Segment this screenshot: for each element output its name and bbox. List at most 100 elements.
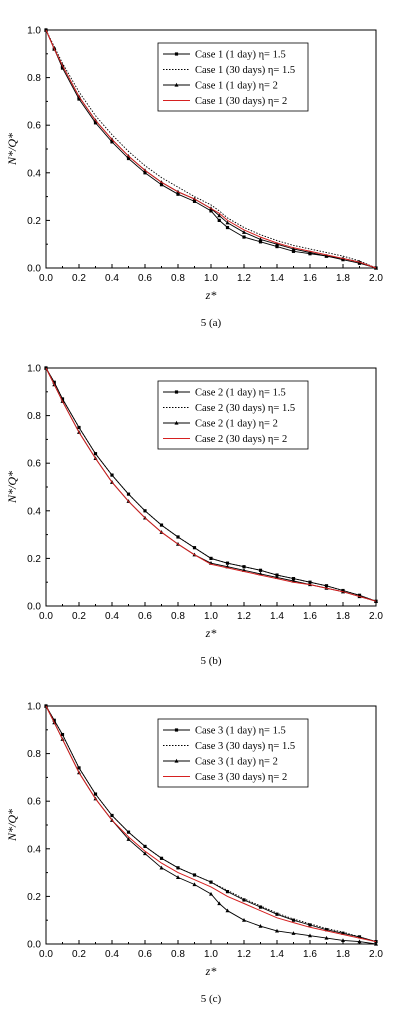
legend-label-1: Case 2 (1 day) η= 1.5 — [195, 388, 286, 399]
data-point-triangle — [258, 923, 263, 928]
y-tick-label: 0.0 — [27, 602, 41, 613]
data-point-triangle — [44, 27, 48, 32]
y-tick-label: 0.8 — [27, 411, 41, 422]
legend-label-4: Case 1 (30 days) η= 2 — [195, 96, 287, 107]
x-tick-label: 0.6 — [138, 949, 152, 960]
data-point-square — [242, 898, 246, 902]
x-tick-label: 1.8 — [336, 949, 350, 960]
x-tick-label: 0.0 — [39, 611, 53, 622]
y-tick-label: 0.8 — [27, 73, 41, 84]
data-point-square — [77, 425, 81, 430]
data-point-triangle — [225, 220, 230, 225]
x-tick-label: 1.8 — [336, 611, 350, 622]
x-tick-label: 0.6 — [138, 611, 152, 622]
legend-marker-triangle — [174, 82, 179, 87]
y-tick-label: 0.0 — [27, 264, 41, 275]
data-point-triangle — [275, 242, 279, 246]
legend-marker-triangle — [174, 758, 179, 763]
y-tick-label: 0.4 — [27, 168, 41, 179]
legend-label-2: Case 3 (30 days) η= 1.5 — [195, 741, 295, 752]
data-point-triangle — [176, 875, 180, 879]
x-tick-label: 0.2 — [72, 611, 86, 622]
legend-label-3: Case 3 (1 day) η= 2 — [195, 757, 278, 768]
data-point-triangle — [242, 918, 246, 922]
x-tick-label: 1.4 — [270, 611, 284, 622]
data-point-triangle — [44, 703, 48, 708]
y-tick-label: 0.2 — [27, 554, 41, 565]
figure-caption: 5 (b) — [200, 655, 221, 667]
x-tick-label: 0.0 — [39, 273, 53, 284]
legend-label-3: Case 1 (1 day) η= 2 — [195, 81, 278, 92]
legend-box — [157, 718, 309, 788]
data-point-square — [60, 66, 65, 70]
data-point-square — [357, 935, 362, 939]
figure-caption: 5 (a) — [201, 317, 222, 329]
series-line-2 — [45, 367, 377, 602]
data-point-square — [374, 940, 378, 944]
series-line-4 — [45, 29, 377, 269]
data-point-square — [159, 523, 164, 527]
data-point-triangle — [308, 250, 312, 255]
y-axis-label: N*/Q* — [5, 133, 19, 166]
data-point-square — [126, 156, 131, 161]
x-axis-label: z* — [205, 288, 217, 302]
data-point-square — [341, 931, 345, 935]
data-point-square — [217, 218, 221, 222]
legend-marker-triangle — [174, 420, 179, 425]
data-point-triangle — [192, 882, 197, 887]
data-point-square — [192, 873, 197, 877]
data-point-square — [324, 584, 329, 588]
figure-caption: 5 (c) — [201, 993, 222, 1005]
y-tick-label: 0.2 — [27, 892, 41, 903]
x-tick-label: 1.0 — [204, 273, 218, 284]
legend-marker-square — [174, 52, 179, 56]
y-tick-label: 1.0 — [27, 26, 41, 37]
x-axis-label: z* — [205, 964, 217, 978]
y-tick-label: 1.0 — [27, 702, 41, 713]
data-point-square — [242, 565, 246, 569]
data-point-square — [176, 192, 180, 196]
data-point-square — [143, 171, 147, 175]
y-tick-label: 0.6 — [27, 459, 41, 470]
data-point-triangle — [341, 938, 345, 943]
data-point-triangle — [291, 931, 296, 935]
x-tick-label: 2.0 — [369, 273, 383, 284]
x-tick-label: 0.6 — [138, 273, 152, 284]
y-tick-label: 0.6 — [27, 797, 41, 808]
y-tick-label: 0.2 — [27, 216, 41, 227]
data-point-square — [291, 918, 296, 922]
x-tick-label: 0.2 — [72, 273, 86, 284]
data-point-triangle — [209, 891, 213, 896]
data-point-triangle — [291, 246, 296, 251]
data-point-triangle — [44, 365, 48, 370]
data-point-square — [225, 225, 230, 230]
data-point-square — [192, 199, 197, 203]
data-point-square — [242, 235, 246, 239]
x-tick-label: 1.2 — [237, 611, 251, 622]
legend-marker-square — [174, 390, 179, 394]
x-tick-label: 0.4 — [105, 949, 119, 960]
x-tick-label: 1.6 — [303, 273, 317, 284]
x-tick-label: 1.4 — [270, 949, 284, 960]
x-axis-label: z* — [205, 626, 217, 640]
data-point-square — [77, 97, 81, 101]
x-tick-label: 0.0 — [39, 949, 53, 960]
data-point-square — [93, 792, 98, 796]
data-point-triangle — [225, 908, 230, 913]
data-point-triangle — [374, 941, 378, 946]
legend-label-2: Case 2 (30 days) η= 1.5 — [195, 403, 295, 414]
data-point-square — [159, 183, 164, 187]
data-point-square — [143, 844, 147, 849]
y-tick-label: 0.4 — [27, 506, 41, 517]
data-point-square — [176, 866, 180, 870]
chart-a: 0.0 0.2 0.4 0.6 0.8 1.0 1.2 1.4 1.6 1.8 2.0 0.0 0.2 0… — [5, 26, 383, 330]
data-point-triangle — [217, 213, 222, 218]
legend-label-4: Case 2 (30 days) η= 2 — [195, 434, 287, 445]
data-point-square — [275, 244, 279, 249]
data-point-square — [110, 813, 114, 818]
legend-label-1: Case 1 (1 day) η= 1.5 — [195, 50, 286, 61]
data-point-triangle — [258, 237, 263, 242]
chart-c: 0.0 0.2 0.4 0.6 0.8 1.0 1.2 1.4 1.6 1.8 2.0 0.0 0.2 0… — [5, 702, 383, 1006]
series-line-4 — [45, 367, 377, 602]
data-point-square — [110, 140, 114, 144]
